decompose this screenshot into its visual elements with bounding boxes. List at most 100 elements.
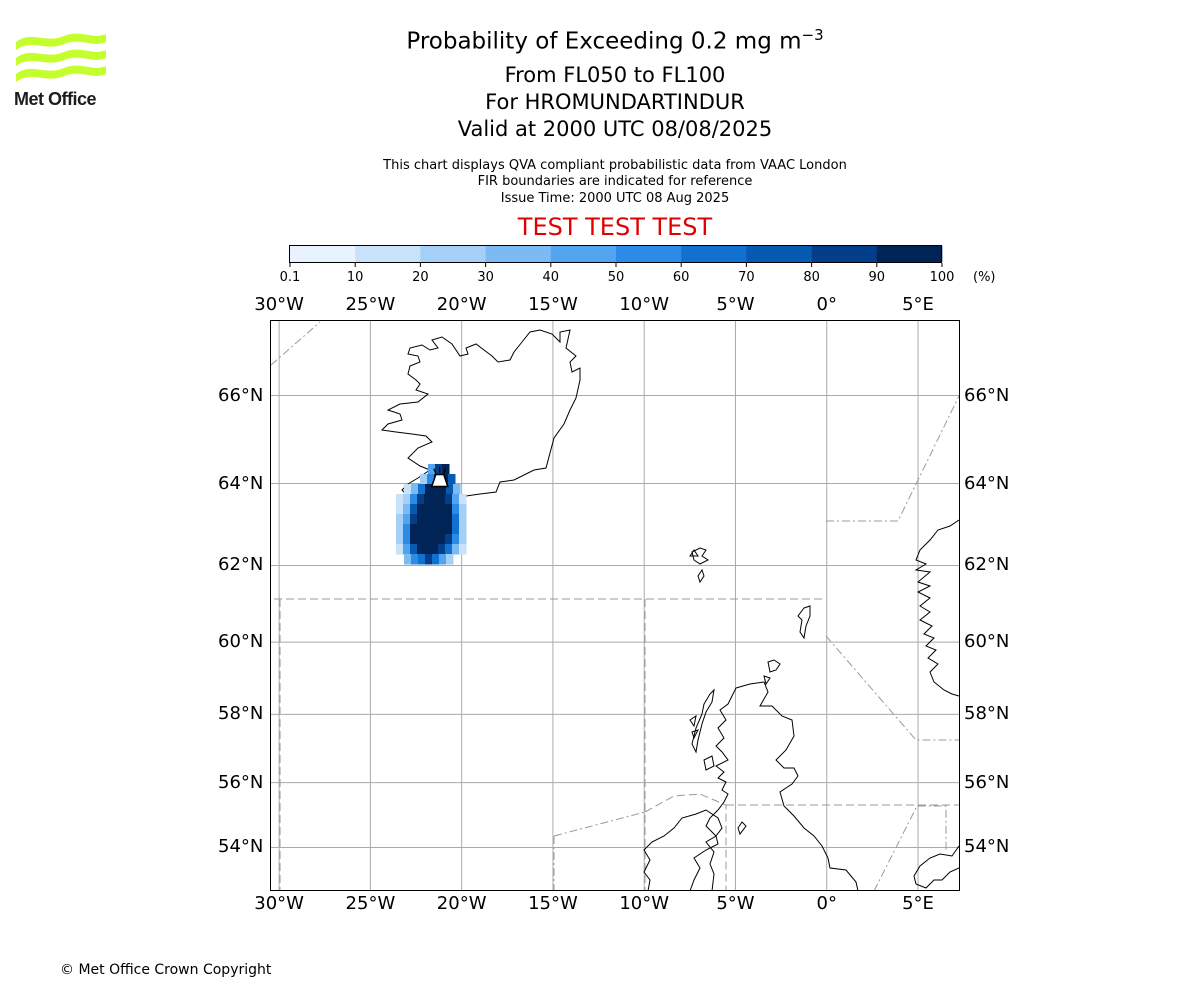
ash-probability-cell [417,494,425,505]
ash-probability-cell [431,504,439,515]
title-superscript: −3 [801,26,824,44]
volcano-eruption-stroke [433,468,437,474]
colorbar-bin [811,246,878,262]
ash-probability-cell [435,464,443,475]
ash-probability-cell [403,504,411,515]
latitude-label-right: 64°N [964,472,1010,494]
ash-probability-cell [403,524,411,535]
longitude-label-bottom: 30°W [254,893,304,914]
longitude-label-top: 25°W [345,294,396,315]
ash-probability-cell [417,544,425,555]
chart-title: Probability of Exceeding 0.2 mg m−3 [0,26,1200,55]
coastline-faroe-islands [689,547,709,584]
colorbar-bin [746,246,812,262]
colorbar-tick-label: 60 [672,270,690,285]
colorbar-bin [616,246,682,262]
coastline-norway [914,519,959,697]
ash-probability-cell [431,514,439,525]
colorbar-tick-label: 50 [607,270,625,285]
latitude-label-right: 54°N [964,836,1010,858]
longitude-label-top: 5°W [716,294,755,315]
ash-probability-cell [425,554,433,565]
ash-probability-cell [396,504,404,515]
longitude-label-top: 0° [816,294,837,315]
longitude-label-bottom: 5°E [902,893,934,914]
colorbar-bin [876,246,943,262]
colorbar-bin [550,246,617,262]
latitude-label-right: 56°N [964,771,1010,793]
ash-probability-cell [432,554,440,565]
longitude-label-bottom: 5°W [716,893,755,914]
ash-probability-cell [459,504,467,515]
colorbar-tick-label: 30 [477,270,494,285]
ash-probability-cell [439,484,447,495]
ash-probability-cell [438,524,446,535]
ash-probability-cell [427,474,435,485]
ash-probability-cell [396,534,404,545]
fir-boundary-iceland-north [271,321,321,366]
ash-probability-cell [459,544,467,555]
ash-probability-cell [432,484,440,495]
ash-probability-cell [445,494,453,505]
ash-probability-cell [452,524,460,535]
ash-probability-cell [396,544,404,555]
ash-probability-cell [403,544,411,555]
volcano-eruption-stroke [443,468,447,474]
ash-probability-cell [410,494,418,505]
ash-probability-cell [445,504,453,515]
latitude-label-left: 58°N [218,703,264,725]
coastline-orkney [763,659,781,686]
longitude-label-bottom: 15°W [528,893,578,914]
longitude-label-top: 15°W [528,294,578,315]
ash-probability-cell [438,544,446,555]
fir-boundary-norway [825,635,959,741]
colorbar-tick-label: 80 [803,270,820,285]
ash-probability-cell [438,494,446,505]
ash-probability-cell [445,524,453,535]
coastline-jutland [913,845,959,889]
ash-probability-cell [411,484,419,495]
ash-probability-cell [439,554,447,565]
colorbar-tick-label: 90 [868,270,886,285]
colorbar-bin [681,246,747,262]
colorbar-tick-label: 70 [738,270,755,285]
colorbar-unit: (%) [973,270,996,285]
latitude-label-left: 66°N [218,384,264,406]
volcano-marker [430,466,449,488]
coastline-iceland [380,329,581,505]
coastline-shetland [797,605,811,640]
colorbar-bin [290,246,356,262]
longitude-label-bottom: 0° [816,893,837,914]
ash-probability-cell [404,484,412,495]
ash-probability-cell [445,514,453,525]
colorbar-bin [355,246,421,262]
latitude-label-right: 58°N [964,703,1010,725]
longitude-label-bottom: 25°W [345,893,396,914]
ash-probability-cell [438,514,446,525]
map-frame [270,320,960,891]
coastline-outer-hebrides [691,688,715,754]
ash-probability-cell [424,494,432,505]
ash-probability-cell [417,514,425,525]
ash-probability-cell [420,474,428,485]
ash-probability-cell [410,544,418,555]
ash-probability-cell [424,544,432,555]
ash-probability-cell [403,494,411,505]
longitude-label-top: 10°W [619,294,670,315]
title-valid-time: Valid at 2000 UTC 08/08/2025 [457,117,773,141]
colorbar-tick-label: 20 [412,270,429,285]
ash-probability-cell [452,544,460,555]
ash-probability-cell [445,544,453,555]
ash-probability-cell [445,534,453,545]
ash-probability-cell [424,514,432,525]
ash-probability-cell [418,484,426,495]
title-main: Probability of Exceeding 0.2 mg m [406,28,802,55]
map-panel [270,320,960,891]
title-volcano: For HROMUNDARTINDUR [485,90,745,114]
subtitle-fir-note: FIR boundaries are indicated for referen… [477,174,753,189]
longitude-label-top: 30°W [254,294,304,315]
title-level-range: From FL050 to FL100 [504,63,726,87]
colorbar-tick-label: 100 [929,270,955,285]
colorbar-bin [485,246,552,262]
ash-probability-cell [425,484,433,495]
